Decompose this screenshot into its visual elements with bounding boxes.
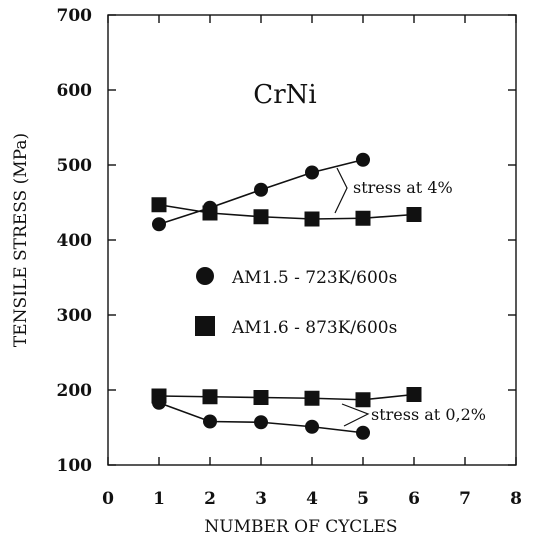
- data-point-circle: [254, 415, 268, 430]
- y-tick-label: 500: [57, 156, 93, 176]
- legend-label-am15: AM1.5 - 723K/600s: [231, 268, 397, 288]
- x-tick-label: 0: [102, 489, 114, 509]
- data-point-circle: [152, 217, 166, 232]
- y-axis-label: TENSILE STRESS (MPa): [11, 133, 31, 347]
- series-line-1: [158, 203, 415, 220]
- data-point-circle: [152, 395, 166, 410]
- annotation-brace-02: [341, 403, 370, 427]
- plot-frame: 0 1 2 3 4 5 6 7 8 100 200 300 400 500 600 700: [57, 6, 522, 509]
- data-point-square: [355, 392, 371, 408]
- y-tick-label: 600: [57, 81, 93, 101]
- annotation-brace-4: [334, 167, 348, 214]
- x-axis-label: NUMBER OF CYCLES: [204, 517, 397, 537]
- y-tick-label: 400: [57, 231, 93, 251]
- annotation-stress-4-label: stress at 4%: [353, 178, 453, 197]
- series-layer: [151, 152, 422, 440]
- data-point-circle: [203, 414, 217, 429]
- x-tick-label: 2: [204, 489, 216, 509]
- annotation-stress-02-label: stress at 0,2%: [371, 405, 486, 424]
- x-tick-label: 7: [459, 489, 471, 509]
- data-point-circle: [356, 152, 370, 167]
- data-point-circle: [254, 182, 268, 197]
- data-point-square: [304, 390, 320, 406]
- data-point-square: [202, 205, 218, 221]
- annotation-stress-02: stress at 0,2%: [341, 403, 486, 427]
- x-tick-label: 6: [408, 489, 420, 509]
- legend: AM1.5 - 723K/600s AM1.6 - 873K/600s: [195, 267, 397, 338]
- y-tick-label: 200: [57, 381, 93, 401]
- y-tick-label: 300: [57, 306, 93, 326]
- annotation-stress-4: stress at 4%: [334, 167, 453, 214]
- data-point-square: [406, 207, 422, 222]
- chart-title: CrNi: [253, 80, 316, 110]
- data-point-circle: [305, 419, 319, 434]
- data-point-square: [406, 387, 422, 402]
- data-point-circle: [356, 425, 370, 440]
- x-tick-label: 3: [255, 489, 267, 509]
- data-point-square: [304, 211, 320, 227]
- x-tick-label: 5: [357, 489, 369, 509]
- series-line-2: [158, 393, 415, 401]
- x-tick-label: 1: [153, 489, 165, 509]
- y-tick-label: 700: [57, 6, 93, 26]
- legend-marker-square: [195, 316, 215, 336]
- x-tick-label: 8: [510, 489, 522, 509]
- data-point-square: [151, 197, 167, 213]
- y-tick-label: 100: [57, 456, 93, 476]
- data-point-square: [253, 209, 269, 225]
- data-point-square: [253, 390, 269, 405]
- data-point-square: [202, 389, 218, 405]
- legend-marker-circle: [196, 267, 214, 285]
- x-tick-label: 4: [306, 489, 318, 509]
- data-point-square: [355, 210, 371, 226]
- legend-label-am16: AM1.6 - 873K/600s: [231, 318, 397, 338]
- data-point-circle: [305, 165, 319, 180]
